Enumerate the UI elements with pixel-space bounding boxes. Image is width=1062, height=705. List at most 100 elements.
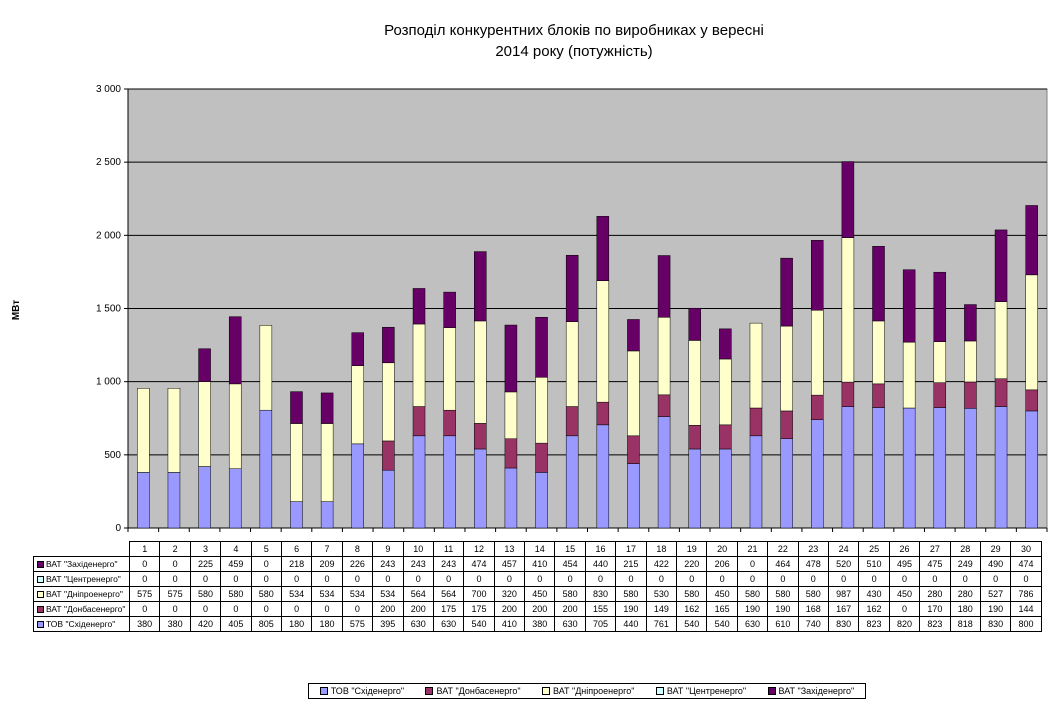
- table-cell: 395: [372, 616, 404, 632]
- legend-swatch: [425, 687, 434, 695]
- bar-segment-series-0-day-27: [933, 407, 947, 529]
- bar-segment-series-2-day-26: [902, 341, 916, 409]
- legend-label: ВАТ "Донбасенерго": [436, 686, 521, 696]
- bar-segment-series-0-day-25: [872, 407, 885, 529]
- table-cell: 0: [250, 556, 282, 572]
- table-cell: 540: [463, 616, 495, 632]
- table-cell: 180: [280, 616, 313, 632]
- table-cell: 200: [402, 601, 434, 617]
- bar-segment-series-4-day-25: [872, 246, 885, 322]
- table-cell: 0: [919, 571, 951, 587]
- bar-segment-series-4-day-9: [382, 326, 395, 364]
- table-cell: 0: [402, 571, 434, 587]
- table-cell: 0: [463, 571, 495, 587]
- x-tick-label: 30: [1010, 541, 1042, 557]
- table-cell: 454: [554, 556, 586, 572]
- bar-segment-series-2-day-21: [749, 322, 763, 409]
- table-cell: 575: [159, 586, 191, 602]
- table-cell: 575: [128, 586, 161, 602]
- x-tick-label: 17: [615, 541, 647, 557]
- table-cell: 700: [463, 586, 495, 602]
- table-cell: 580: [220, 586, 252, 602]
- x-tick-label: 27: [919, 541, 951, 557]
- table-cell: 167: [827, 601, 860, 617]
- legend-item: ВАТ "Донбасенерго": [425, 686, 521, 696]
- table-row: ТОВ "Східенерго" 380 380 420 405 805 180 180 575…: [33, 616, 1042, 632]
- table-cell: 226: [341, 556, 374, 572]
- table-cell: 190: [767, 601, 799, 617]
- bar-segment-series-2-day-20: [719, 358, 732, 426]
- table-cell: 200: [493, 601, 526, 617]
- bar-segment-series-2-day-27: [933, 341, 947, 383]
- table-cell: 0: [767, 571, 799, 587]
- table-cell: 0: [432, 571, 465, 587]
- x-tick-label: 5: [250, 541, 282, 557]
- bar-segment-series-2-day-22: [780, 325, 793, 412]
- table-cell: 0: [493, 571, 526, 587]
- table-cell: 0: [128, 601, 161, 617]
- table-cell: 162: [858, 601, 890, 617]
- table-cell: 0: [645, 571, 678, 587]
- bar-segment-series-1-day-10: [412, 406, 426, 437]
- x-tick-label: 26: [888, 541, 921, 557]
- table-cell: 0: [706, 571, 738, 587]
- table-cell: 200: [372, 601, 404, 617]
- bar-segment-series-0-day-3: [198, 466, 211, 529]
- bar-segment-series-1-day-27: [933, 382, 947, 408]
- table-cell: 0: [341, 571, 374, 587]
- bar-segment-series-0-day-14: [535, 472, 548, 529]
- table-cell: 0: [979, 571, 1012, 587]
- table-cell: 495: [888, 556, 921, 572]
- table-cell: 0: [280, 571, 313, 587]
- table-row: ВАТ "Дніпроенерго" 575 575 580 580 580 534 534 5…: [33, 586, 1042, 602]
- table-cell: 580: [676, 586, 708, 602]
- bar-segment-series-0-day-13: [504, 467, 518, 529]
- bar-segment-series-2-day-29: [994, 301, 1008, 379]
- x-tick-label: 2: [159, 541, 191, 557]
- x-tick-label: 18: [645, 541, 678, 557]
- bar-segment-series-2-day-3: [198, 381, 211, 467]
- table-cell: 520: [827, 556, 860, 572]
- table-cell: 0: [372, 571, 404, 587]
- bar-segment-series-2-day-7: [320, 423, 334, 502]
- bar-segment-series-4-day-11: [443, 291, 456, 328]
- bar-segment-series-4-day-8: [351, 332, 364, 366]
- bar-segment-series-1-day-18: [657, 394, 671, 417]
- table-cell: 820: [888, 616, 921, 632]
- bar-segment-series-2-day-19: [688, 340, 701, 426]
- x-tick-label: 23: [797, 541, 829, 557]
- table-cell: 420: [189, 616, 222, 632]
- table-cell: 530: [645, 586, 678, 602]
- table-cell: 0: [280, 601, 313, 617]
- legend-item: ВАТ "Західенерго": [767, 686, 854, 696]
- bar-segment-series-0-day-7: [320, 501, 334, 529]
- table-cell: 740: [797, 616, 829, 632]
- table-cell: 540: [706, 616, 738, 632]
- x-tick-label: 8: [341, 541, 374, 557]
- table-cell: 0: [676, 571, 708, 587]
- y-tick-label: 3 000: [96, 84, 121, 95]
- bar-segment-series-0-day-2: [167, 472, 181, 529]
- legend-label: ВАТ "Центренерго": [666, 686, 747, 696]
- x-tick-label: 4: [220, 541, 252, 557]
- bar-segment-series-2-day-25: [872, 320, 885, 385]
- legend-swatch: [655, 687, 664, 695]
- table-cell: 630: [432, 616, 465, 632]
- table-row-label: ВАТ "Дніпроенерго": [33, 586, 130, 602]
- table-cell: 0: [128, 556, 161, 572]
- x-tick-label: 16: [584, 541, 617, 557]
- table-cell: 0: [159, 571, 191, 587]
- table-cell: 0: [341, 601, 374, 617]
- table-cell: 422: [645, 556, 678, 572]
- bar-segment-series-0-day-15: [565, 435, 579, 529]
- table-cell: 0: [159, 556, 191, 572]
- bar-segment-series-0-day-6: [290, 501, 303, 529]
- table-cell: 0: [220, 571, 252, 587]
- table-cell: 534: [341, 586, 374, 602]
- table-cell: 564: [432, 586, 465, 602]
- table-cell: 786: [1010, 586, 1042, 602]
- x-tick-label: 1: [128, 541, 161, 557]
- table-cell: 0: [524, 571, 556, 587]
- table-cell: 527: [979, 586, 1012, 602]
- bar-segment-series-2-day-15: [565, 321, 579, 407]
